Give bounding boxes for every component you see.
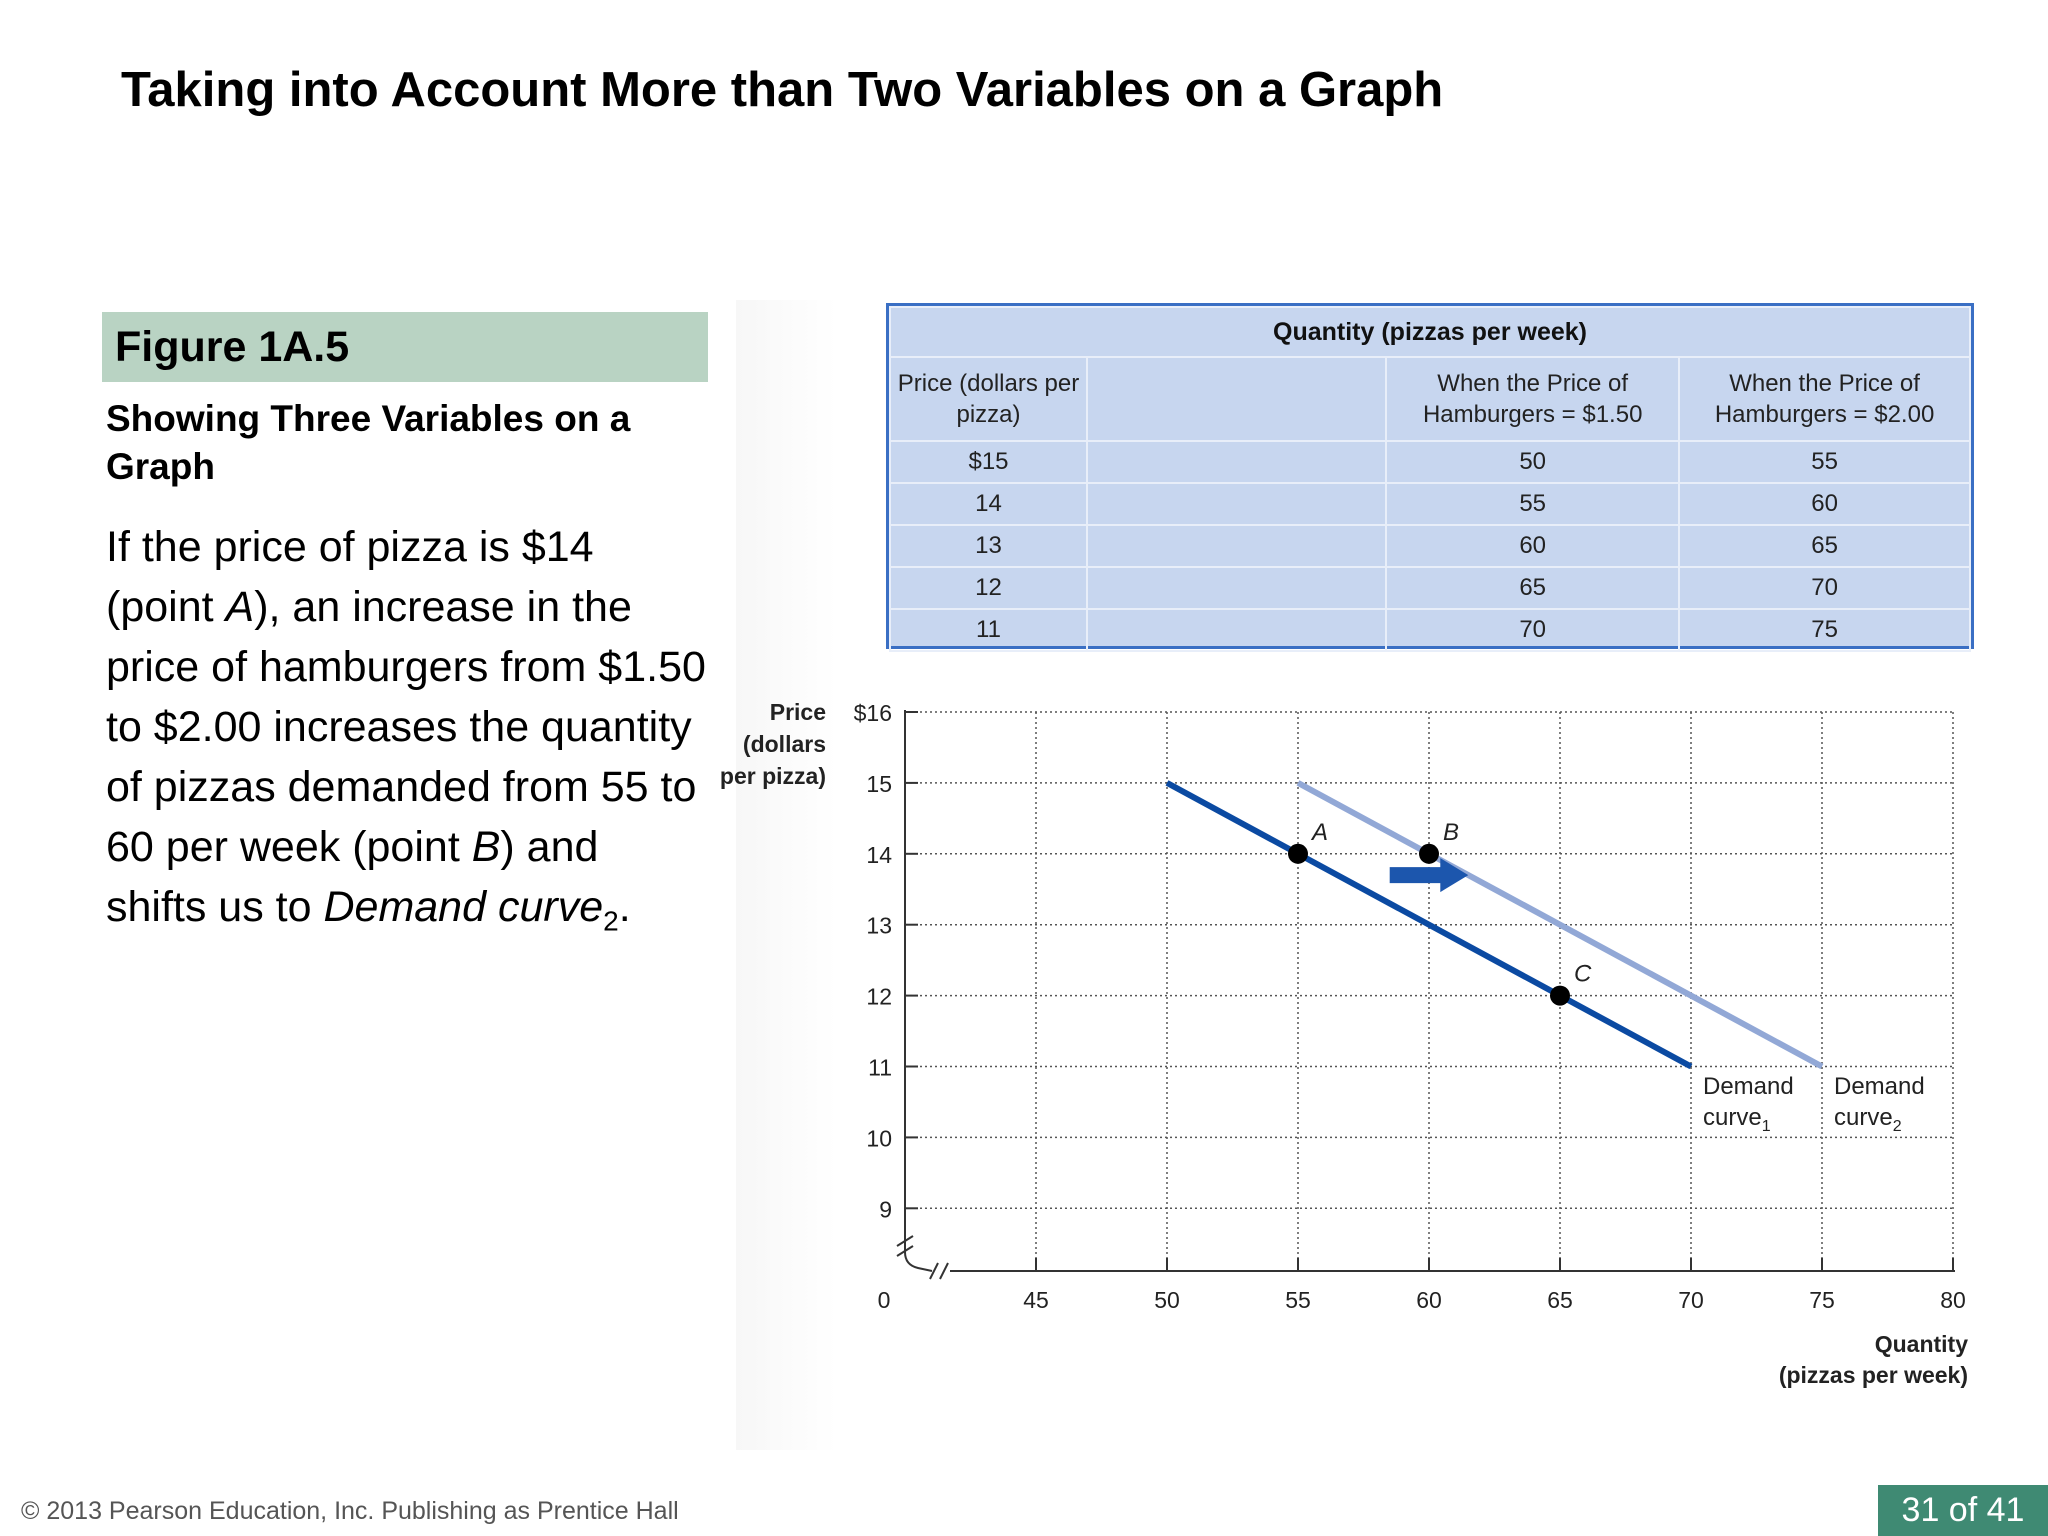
slide-title: Taking into Account More than Two Variab…	[121, 63, 1444, 117]
x-tick-label: 80	[1940, 1287, 1966, 1313]
description-part: ) and shifts us to	[106, 823, 599, 931]
x-tick-label: 60	[1416, 1287, 1442, 1313]
point-c	[1550, 985, 1570, 1006]
x-tick-label: 45	[1023, 1287, 1049, 1313]
description-italic: Demand curve	[323, 883, 604, 931]
table-header-q1: When the Price of Hamburgers = $1.50	[1385, 356, 1681, 442]
x-tick-label: 50	[1154, 1287, 1180, 1313]
table-cell-blank	[1086, 482, 1388, 526]
description-part: ), an increase in the price of hamburger…	[106, 583, 706, 871]
data-table: Quantity (pizzas per week) Price (dollar…	[886, 303, 1974, 652]
table-cell-q1: 70	[1385, 608, 1681, 652]
table-cell-q2: 60	[1678, 482, 1971, 526]
table-title: Quantity (pizzas per week)	[889, 306, 1971, 358]
y-axis-title: (dollars	[743, 731, 826, 757]
table-cell-blank	[1086, 440, 1388, 484]
table-cell-q2: 55	[1678, 440, 1971, 484]
y-tick-label: 14	[866, 842, 892, 868]
figure-description: If the price of pizza is $14 (point A), …	[106, 517, 706, 937]
description-subscript: 2	[603, 905, 619, 937]
y-axis-title: per pizza)	[720, 763, 826, 789]
table-cell-blank	[1086, 608, 1388, 652]
table-header-blank	[1086, 356, 1388, 442]
y-tick-label: 11	[868, 1055, 892, 1081]
table-cell-q1: 65	[1385, 566, 1681, 610]
point-a	[1288, 843, 1308, 864]
table-cell-blank	[1086, 524, 1388, 568]
x-axis-title: Quantity	[1875, 1331, 1968, 1357]
table-row: 11 70 75	[888, 608, 1971, 652]
point-label: A	[1310, 819, 1328, 846]
table-cell-q2: 70	[1678, 566, 1971, 610]
x-tick-label: 65	[1547, 1287, 1573, 1313]
table-cell-price: 13	[888, 524, 1089, 568]
demand-curve-label: Demand	[1703, 1073, 1794, 1100]
figure-label-box: Figure 1A.5	[102, 312, 708, 382]
table-cell-blank	[1086, 566, 1388, 610]
description-part: If the price of pizza is $14 (point	[106, 523, 594, 631]
shift-arrow	[1389, 858, 1469, 893]
x-axis-break	[929, 1262, 939, 1280]
x-tick-label: 70	[1678, 1287, 1704, 1313]
description-italic: B	[471, 823, 501, 871]
table-row: 12 65 70	[888, 566, 1971, 610]
point-label: B	[1443, 819, 1459, 846]
table-header-q2: When the Price of Hamburgers = $2.00	[1678, 356, 1971, 442]
table-cell-price: 12	[888, 566, 1089, 610]
x-axis-break	[939, 1262, 949, 1280]
description-part: .	[618, 883, 631, 931]
x-tick-label-origin: 0	[878, 1287, 891, 1313]
table-header-price: Price (dollars per pizza)	[888, 356, 1089, 442]
page-number-badge: 31 of 41	[1878, 1485, 2048, 1536]
y-tick-label: 13	[866, 913, 892, 939]
demand-curve-2	[1296, 780, 1824, 1070]
y-tick-label: 9	[879, 1196, 892, 1222]
description-italic: A	[225, 583, 255, 631]
y-tick-label: 10	[866, 1125, 892, 1151]
table-row: 14 55 60	[888, 482, 1971, 526]
y-axis-break	[896, 1235, 914, 1247]
y-tick-label: 12	[866, 984, 892, 1010]
point-b	[1419, 843, 1439, 864]
x-tick-label: 55	[1285, 1287, 1311, 1313]
table-cell-q2: 65	[1678, 524, 1971, 568]
y-axis-break	[896, 1245, 914, 1257]
demand-curve-1	[1165, 780, 1693, 1070]
table-cell-q1: 60	[1385, 524, 1681, 568]
figure-label: Figure 1A.5	[115, 323, 350, 371]
y-tick-label: $16	[854, 700, 892, 726]
table-row: 13 60 65	[888, 524, 1971, 568]
figure-subtitle: Showing Three Variables on a Graph	[106, 398, 631, 487]
demand-curve-label: curve2	[1834, 1104, 1902, 1135]
demand-curve-label: Demand	[1834, 1073, 1925, 1100]
table-cell-price: 14	[888, 482, 1089, 526]
demand-chart: 9 10 11 12 13 14 15 $16 45 50 55 60 65 70 75 80 0 Price (d…	[720, 699, 1968, 1388]
table-cell-price: $15	[888, 440, 1089, 484]
table-cell-q1: 50	[1385, 440, 1681, 484]
y-axis-title: Price	[770, 699, 826, 725]
demand-curve-label: curve1	[1703, 1104, 1771, 1135]
x-axis-title: (pizzas per week)	[1779, 1362, 1968, 1388]
y-tick-label: 15	[866, 771, 892, 797]
point-label: C	[1574, 961, 1592, 988]
table-cell-price: 11	[888, 608, 1089, 652]
table-row: $15 50 55	[888, 440, 1971, 484]
x-tick-label: 75	[1809, 1287, 1835, 1313]
table-cell-q1: 55	[1385, 482, 1681, 526]
copyright-text: © 2013 Pearson Education, Inc. Publishin…	[21, 1497, 679, 1525]
table-cell-q2: 75	[1678, 608, 1971, 652]
